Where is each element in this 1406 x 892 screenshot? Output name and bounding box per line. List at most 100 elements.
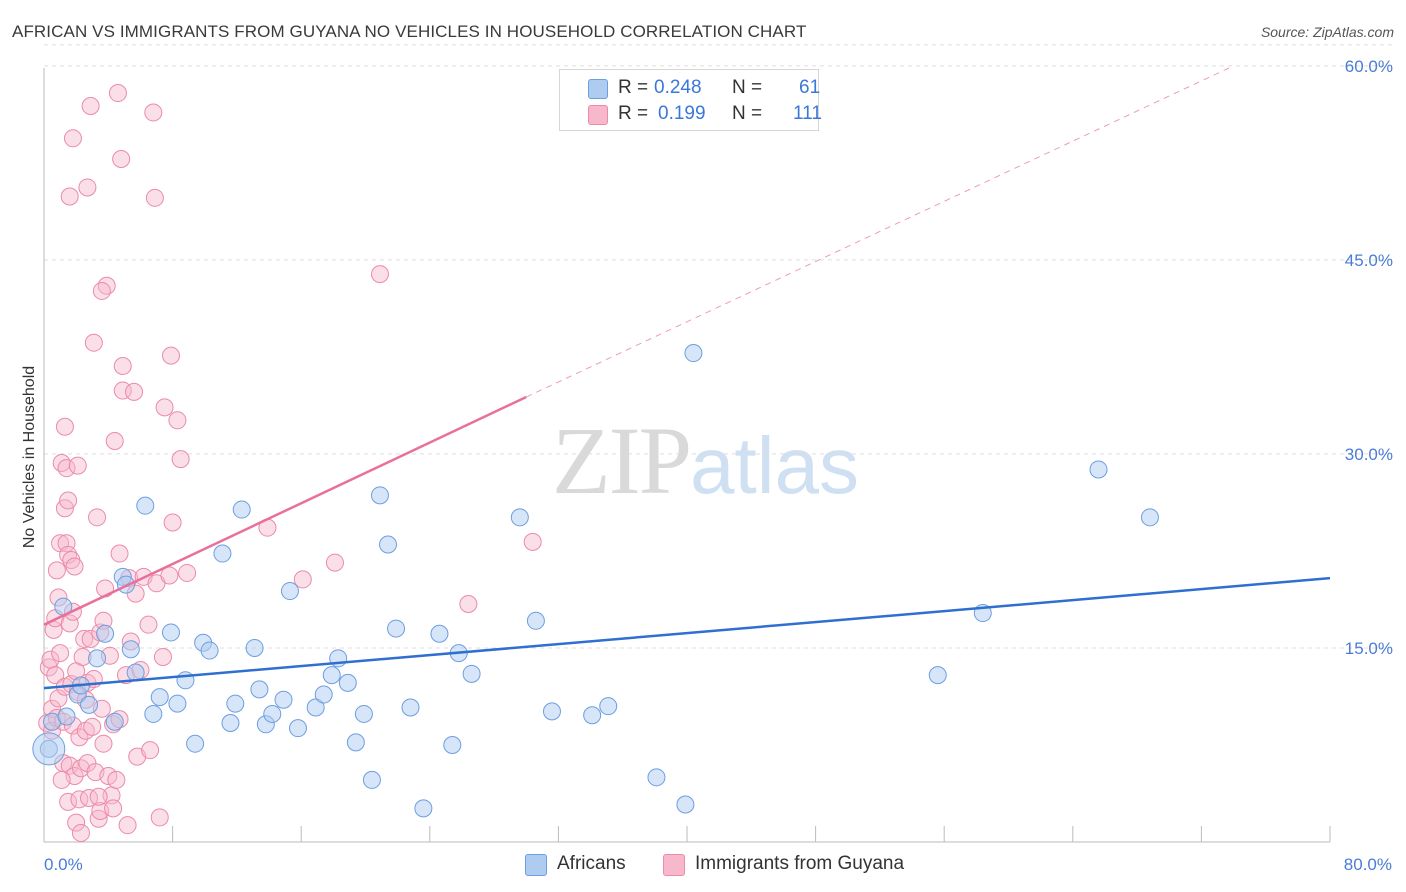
point-africans [526,611,545,630]
legend-label-guyana: Immigrants from Guyana [695,853,905,874]
point-africans [362,770,381,789]
point-africans [414,799,433,818]
point-guyana [145,188,164,207]
point-guyana [150,808,169,827]
point-africans [168,694,187,713]
legend-swatch-africans [588,79,608,99]
point-guyana [125,382,144,401]
grid-lines [44,44,1392,649]
series-legend: Africans Immigrants from Guyana [0,852,1406,878]
point-guyana [104,799,123,818]
point-africans [462,664,481,683]
series-africans-points [32,344,1159,818]
point-guyana [47,561,66,580]
legend-label-africans: Africans [557,853,626,874]
legend-r-value: 0.248 [654,77,702,98]
point-africans [676,795,695,814]
point-africans [161,623,180,642]
watermark: ZIPatlas [552,405,859,516]
point-guyana [70,790,89,809]
point-guyana [71,823,90,842]
point-guyana [59,491,78,510]
point-africans [443,735,462,754]
point-africans [250,680,269,699]
point-guyana [112,150,131,169]
point-guyana [59,545,78,564]
point-guyana [178,563,197,582]
point-africans [57,707,76,726]
point-guyana [63,129,82,148]
point-guyana [141,741,160,760]
point-guyana [144,103,163,122]
point-africans [684,344,703,363]
legend-swatch-guyana [663,854,685,876]
y-tick-label: 15.0% [1345,639,1393,658]
point-africans [583,706,602,725]
point-guyana [155,398,174,417]
watermark-atlas: atlas [690,421,859,510]
point-guyana [65,557,84,576]
point-guyana [370,265,389,284]
point-africans [379,535,398,554]
point-africans [121,640,140,659]
source-credit: Source: ZipAtlas.com [1260,24,1394,40]
point-guyana [89,809,108,828]
point-africans [314,685,333,704]
point-guyana [67,813,86,832]
legend-n-value: 111 [793,103,822,124]
point-guyana [88,508,107,527]
legend-swatch-africans [525,854,547,876]
point-guyana [97,276,116,295]
point-guyana [75,629,94,648]
point-guyana [94,734,113,753]
point-africans [144,704,163,723]
point-guyana [78,178,97,197]
point-guyana [60,187,79,206]
point-guyana [459,594,478,613]
point-africans [354,704,373,723]
point-africans [542,702,561,721]
trend-line-guyana-extension [526,65,1234,398]
point-africans [401,698,420,717]
point-guyana [52,453,71,472]
point-guyana [46,666,65,685]
point-guyana [163,513,182,532]
point-africans [80,695,99,714]
point-guyana [57,534,76,553]
y-tick-label: 30.0% [1345,445,1393,464]
point-africans [322,666,341,685]
legend-n-label: N = [732,103,763,124]
point-africans-cluster [32,732,66,766]
point-africans [245,638,264,657]
point-guyana [325,553,344,572]
point-africans [306,698,325,717]
point-guyana [92,281,111,300]
point-guyana [83,717,102,736]
point-africans [186,734,205,753]
point-guyana [80,789,99,808]
point-guyana [52,770,71,789]
point-africans [200,641,219,660]
point-africans [105,712,124,731]
point-africans [221,713,240,732]
watermark-zip: ZIP [552,407,692,514]
point-guyana [57,459,76,478]
point-africans [96,624,115,643]
point-africans [1089,460,1108,479]
stats-legend: R = 0.248 N = 61 R = 0.199 N = 111 [559,69,822,131]
x-tick-label: 80.0% [1344,855,1392,874]
point-guyana [60,614,79,633]
axes [43,68,1331,843]
point-guyana [110,544,129,563]
point-guyana [68,456,87,475]
point-africans [370,486,389,505]
point-africans [430,624,449,643]
point-guyana [171,450,190,469]
point-guyana [160,566,179,585]
point-guyana [105,432,124,450]
point-africans [280,582,299,601]
point-africans [510,508,529,527]
point-africans [338,673,357,692]
point-africans [599,697,618,716]
